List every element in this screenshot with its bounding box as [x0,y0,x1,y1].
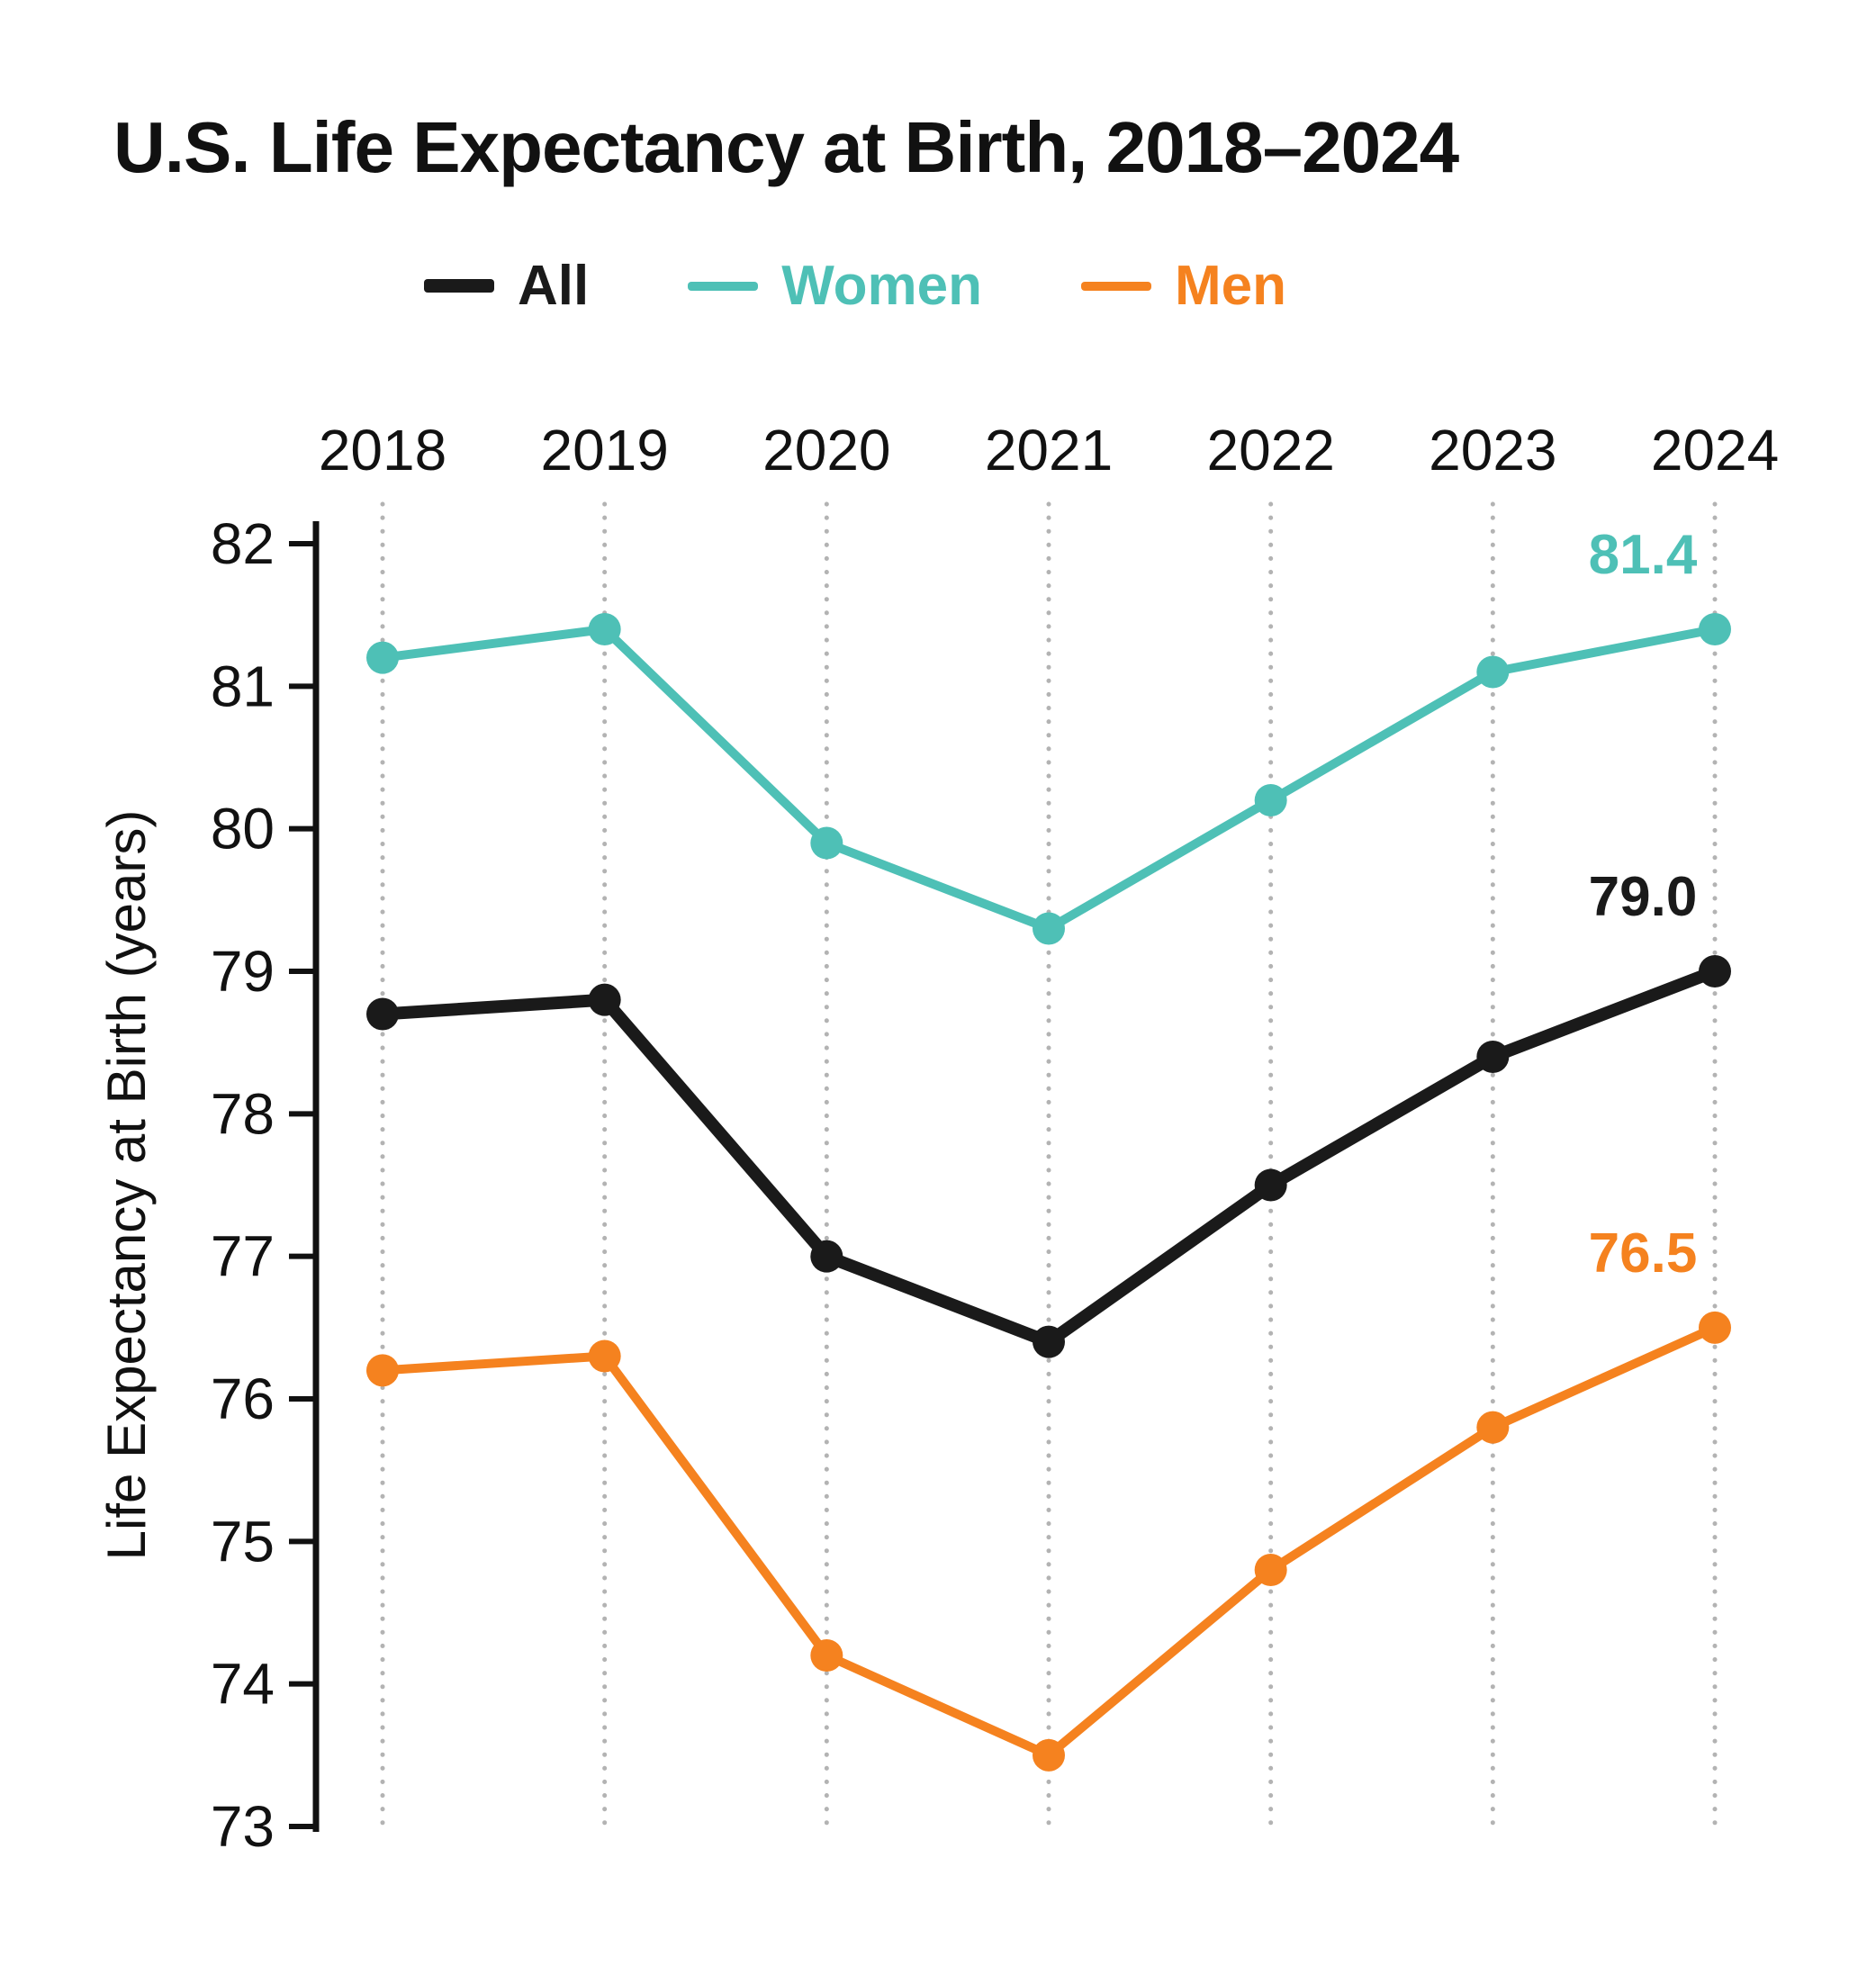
data-point-men-2024 [1699,1311,1731,1344]
y-tick-label-81: 81 [211,654,275,718]
x-tick-label-2023: 2023 [1429,418,1556,482]
x-tick-label-2021: 2021 [985,418,1113,482]
data-point-men-2019 [588,1339,621,1373]
chart-title: U.S. Life Expectancy at Birth, 2018–2024 [113,107,1459,187]
y-tick-label-78: 78 [211,1081,275,1146]
data-point-men-2022 [1254,1554,1287,1586]
y-tick-label-76: 76 [211,1366,275,1431]
data-point-men-2018 [366,1354,399,1387]
legend-swatch-all [424,279,494,293]
data-point-women-2021 [1033,912,1065,945]
data-point-men-2023 [1476,1411,1510,1444]
data-point-men-2021 [1033,1738,1065,1772]
x-tick-label-2018: 2018 [319,418,446,482]
y-tick-label-82: 82 [211,511,275,576]
data-point-all-2021 [1033,1325,1065,1358]
data-point-women-2018 [366,641,399,674]
data-point-all-2018 [366,997,399,1031]
data-point-all-2022 [1254,1168,1287,1202]
y-tick-label-75: 75 [211,1509,275,1574]
data-point-all-2023 [1476,1041,1510,1073]
y-tick-label-77: 77 [211,1224,275,1289]
y-tick-label-73: 73 [211,1794,275,1859]
legend-swatch-men [1081,281,1151,291]
x-tick-label-2022: 2022 [1206,418,1334,482]
data-point-all-2024 [1699,955,1731,988]
data-point-women-2023 [1476,655,1510,689]
y-axis-title: Life Expectancy at Birth (years) [96,810,157,1561]
data-point-women-2022 [1254,784,1287,816]
legend-label-all: All [518,255,590,317]
data-point-women-2024 [1699,613,1731,645]
legend-label-women: Women [781,255,982,317]
x-tick-label-2020: 2020 [762,418,890,482]
x-tick-label-2024: 2024 [1651,418,1779,482]
end-value-label-women: 81.4 [1589,524,1698,586]
data-point-women-2020 [810,826,843,860]
legend-label-men: Men [1175,255,1286,317]
legend: All Women Men [0,254,1710,318]
end-value-label-all: 79.0 [1589,866,1698,928]
legend-swatch-women [688,281,759,291]
end-value-label-men: 76.5 [1589,1222,1698,1285]
legend-item-women: Women [688,254,982,318]
data-point-men-2020 [810,1639,843,1672]
data-point-all-2020 [810,1240,843,1273]
series-line-men [378,1322,1719,1760]
y-tick-label-79: 79 [211,939,275,1004]
data-point-women-2019 [588,613,621,645]
x-tick-label-2019: 2019 [540,418,668,482]
data-point-all-2019 [588,983,621,1016]
y-tick-label-80: 80 [211,797,275,861]
legend-item-men: Men [1081,254,1286,318]
legend-item-all: All [424,254,589,318]
y-tick-label-74: 74 [211,1652,275,1717]
